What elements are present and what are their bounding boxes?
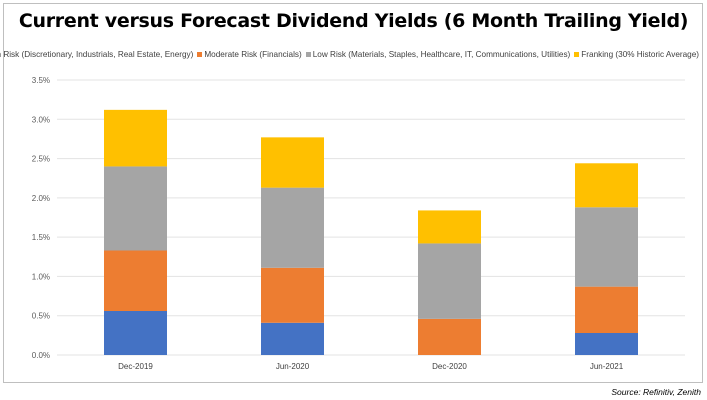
bar-segment-0-3 xyxy=(104,109,167,167)
bar-segment-0-0 xyxy=(104,311,167,355)
bar-segment-1-0 xyxy=(261,322,324,355)
bar-segment-1-1 xyxy=(261,267,324,323)
bar-segment-3-2 xyxy=(575,207,638,287)
x-tick-label: Dec-2020 xyxy=(432,362,467,371)
bar-segment-1-3 xyxy=(261,137,324,188)
bar-segment-2-2 xyxy=(418,243,481,319)
bar-segment-0-1 xyxy=(104,250,167,311)
legend-swatch xyxy=(574,52,580,57)
bar-segment-3-1 xyxy=(575,286,638,333)
chart-title: Current versus Forecast Dividend Yields … xyxy=(18,10,689,32)
source-note: Source: Refinitiv, Zenith xyxy=(611,387,701,397)
x-tick-label: Jun-2021 xyxy=(590,362,624,371)
y-tick-label: 1.5% xyxy=(32,233,50,242)
bar-segment-3-3 xyxy=(575,163,638,208)
legend-swatch xyxy=(305,52,311,57)
legend-label: Franking (30% Historic Average) xyxy=(581,50,699,59)
y-tick-label: 2.0% xyxy=(32,194,50,203)
legend-item-franking: Franking (30% Historic Average) xyxy=(574,50,699,59)
x-tick-label: Dec-2019 xyxy=(118,362,153,371)
chart-frame xyxy=(3,3,703,383)
bar-segment-0-2 xyxy=(104,166,167,251)
y-tick-label: 0.0% xyxy=(32,351,50,360)
y-tick-label: 2.5% xyxy=(32,155,50,164)
bar-segment-3-0 xyxy=(575,333,638,355)
y-tick-label: 3.0% xyxy=(32,115,50,124)
x-tick-label: Jun-2020 xyxy=(276,362,310,371)
y-tick-label: 1.0% xyxy=(32,272,50,281)
bar-segment-2-3 xyxy=(418,210,481,244)
bar-segment-1-2 xyxy=(261,187,324,268)
legend: High Risk (Discretionary, Industrials, R… xyxy=(0,50,699,59)
y-tick-label: 3.5% xyxy=(32,76,50,85)
legend-label: High Risk (Discretionary, Industrials, R… xyxy=(0,50,194,59)
bar-segment-2-1 xyxy=(418,318,481,355)
legend-item-low-risk: Low Risk (Materials, Staples, Healthcare… xyxy=(305,50,571,59)
legend-item-high-risk: High Risk (Discretionary, Industrials, R… xyxy=(0,50,193,59)
legend-item-moderate-risk: Moderate Risk (Financials) xyxy=(197,50,302,59)
legend-label: Moderate Risk (Financials) xyxy=(204,50,302,59)
y-tick-label: 0.5% xyxy=(32,312,50,321)
legend-swatch xyxy=(197,52,203,57)
legend-label: Low Risk (Materials, Staples, Healthcare… xyxy=(312,50,571,59)
